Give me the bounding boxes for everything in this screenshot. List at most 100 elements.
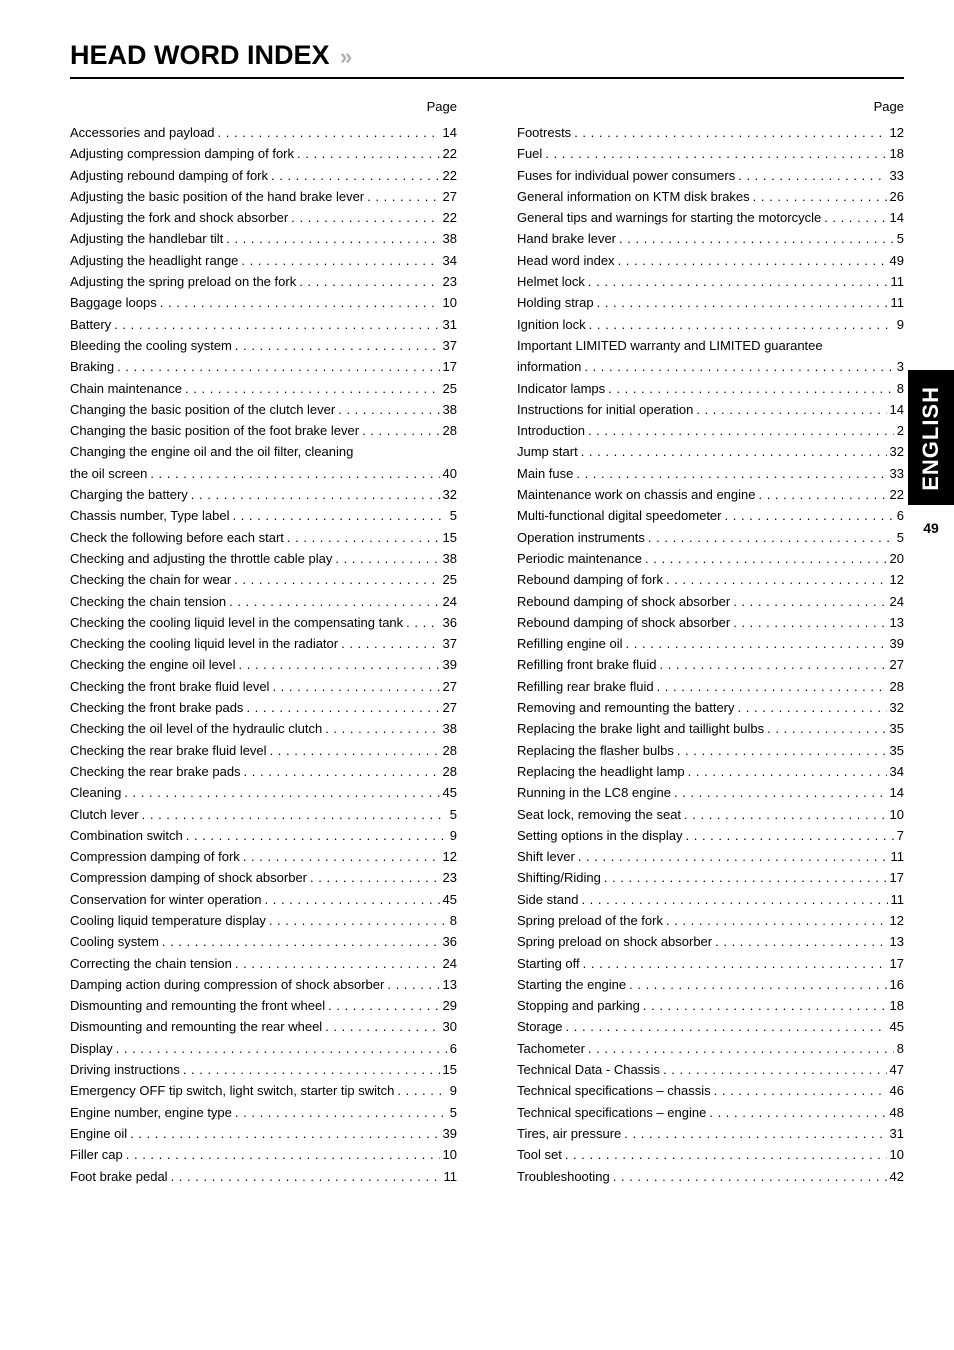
- index-entry-label: Checking the chain tension: [70, 591, 226, 612]
- index-entry-leader: [663, 1059, 886, 1080]
- index-entry-page: 23: [443, 271, 457, 292]
- index-entry: Replacing the brake light and taillight …: [517, 718, 904, 739]
- index-entry-page: 47: [890, 1059, 904, 1080]
- index-entry-leader: [758, 484, 886, 505]
- index-entry-page: 38: [443, 718, 457, 739]
- index-entry-leader: [584, 356, 893, 377]
- index-entry-leader: [397, 1080, 446, 1101]
- index-entry-leader: [239, 654, 440, 675]
- index-entry-label: Adjusting rebound damping of fork: [70, 165, 268, 186]
- index-entry-leader: [709, 1102, 886, 1123]
- index-entry: Tool set10: [517, 1144, 904, 1165]
- index-entry-label: Cooling liquid temperature display: [70, 910, 266, 931]
- index-entry-leader: [733, 612, 886, 633]
- index-entry: Replacing the headlight lamp34: [517, 761, 904, 782]
- index-entry-page: 27: [443, 697, 457, 718]
- index-entry-label: Replacing the brake light and taillight …: [517, 718, 764, 739]
- index-entry: Shifting/Riding17: [517, 867, 904, 888]
- index-entry-label: Operation instruments: [517, 527, 645, 548]
- index-entry-leader: [581, 889, 887, 910]
- index-entry: Checking the engine oil level39: [70, 654, 457, 675]
- index-entry: Adjusting the basic position of the hand…: [70, 186, 457, 207]
- index-entry-leader: [246, 697, 439, 718]
- index-entry-label: Filler cap: [70, 1144, 123, 1165]
- index-entry: Shift lever11: [517, 846, 904, 867]
- index-entry-page: 32: [443, 484, 457, 505]
- index-entry-leader: [666, 569, 887, 590]
- index-entry-label: Important LIMITED warranty and LIMITED g…: [517, 335, 823, 356]
- index-entry-leader: [619, 228, 894, 249]
- index-entry-label: Battery: [70, 314, 111, 335]
- index-entry: Engine number, engine type5: [70, 1102, 457, 1123]
- index-entry-label: Maintenance work on chassis and engine: [517, 484, 755, 505]
- index-entry: Cleaning45: [70, 782, 457, 803]
- index-entry-label: Technical specifications – chassis: [517, 1080, 711, 1101]
- index-entry-leader: [114, 314, 439, 335]
- index-entry-label: Technical Data - Chassis: [517, 1059, 660, 1080]
- index-entry: Foot brake pedal11: [70, 1166, 457, 1187]
- index-entry-leader: [733, 591, 886, 612]
- index-entry-label: Checking the rear brake fluid level: [70, 740, 267, 761]
- index-entry-label: Adjusting the fork and shock absorber: [70, 207, 288, 228]
- index-entry: Baggage loops10: [70, 292, 457, 313]
- index-entry-page: 42: [890, 1166, 904, 1187]
- index-entry: Troubleshooting42: [517, 1166, 904, 1187]
- index-entry: Refilling rear brake fluid28: [517, 676, 904, 697]
- side-page-number: 49: [908, 520, 954, 536]
- index-entry-page: 10: [890, 804, 904, 825]
- index-entry-label: Compression damping of shock absorber: [70, 867, 307, 888]
- index-entry-leader: [162, 931, 440, 952]
- index-entry-leader: [677, 740, 887, 761]
- index-entry: Adjusting rebound damping of fork 22: [70, 165, 457, 186]
- index-entry-page: 46: [890, 1080, 904, 1101]
- index-entry-label: Technical specifications – engine: [517, 1102, 706, 1123]
- index-entry-leader: [576, 463, 886, 484]
- index-entry-leader: [229, 591, 439, 612]
- index-entry-page: 9: [450, 1080, 457, 1101]
- index-entry: Adjusting compression damping of fork22: [70, 143, 457, 164]
- index-entry: Correcting the chain tension 24: [70, 953, 457, 974]
- index-entry-label: Cooling system: [70, 931, 159, 952]
- index-entry-page: 11: [891, 292, 905, 313]
- index-entry-page: 37: [443, 633, 457, 654]
- index-entry-page: 40: [443, 463, 457, 484]
- index-entry: Damping action during compression of sho…: [70, 974, 457, 995]
- index-entry-page: 22: [443, 165, 457, 186]
- index-entry-leader: [686, 825, 894, 846]
- index-entry-label: Charging the battery: [70, 484, 188, 505]
- index-entry-label: Rebound damping of shock absorber: [517, 591, 730, 612]
- index-entry-leader: [597, 292, 888, 313]
- index-entry-page: 29: [443, 995, 457, 1016]
- index-entry-page: 6: [450, 1038, 457, 1059]
- index-entry-label: Instructions for initial operation: [517, 399, 693, 420]
- index-entry-page: 9: [897, 314, 904, 335]
- index-entry: Stopping and parking18: [517, 995, 904, 1016]
- index-entry-page: 39: [443, 1123, 457, 1144]
- index-entry-page: 3: [897, 356, 904, 377]
- index-entry-label: Replacing the flasher bulbs: [517, 740, 674, 761]
- index-entry-page: 24: [443, 953, 457, 974]
- index-entry-label: Chain maintenance: [70, 378, 182, 399]
- index-entry-label: Cleaning: [70, 782, 121, 803]
- index-entry-page: 11: [444, 1166, 458, 1187]
- index-entry-label: Setting options in the display: [517, 825, 683, 846]
- index-entry: Filler cap10: [70, 1144, 457, 1165]
- index-entry-label: Correcting the chain tension: [70, 953, 232, 974]
- index-entry: Battery31: [70, 314, 457, 335]
- index-entry-leader: [674, 782, 887, 803]
- index-entry: Adjusting the headlight range34: [70, 250, 457, 271]
- index-entry-label: Refilling rear brake fluid: [517, 676, 654, 697]
- index-entry-label: Checking the cooling liquid level in the…: [70, 612, 403, 633]
- index-entry: Cooling system36: [70, 931, 457, 952]
- index-entry: Accessories and payload14: [70, 122, 457, 143]
- index-column-right: Page Footrests12Fuel18Fuses for individu…: [517, 99, 904, 1187]
- index-entry-page: 12: [890, 569, 904, 590]
- index-entry: Emergency OFF tip switch, light switch, …: [70, 1080, 457, 1101]
- index-entry-page: 14: [890, 207, 904, 228]
- index-entry-leader: [235, 953, 440, 974]
- index-entry-leader: [338, 399, 439, 420]
- index-entry: Refilling front brake fluid27: [517, 654, 904, 675]
- index-entry-page: 2: [897, 420, 904, 441]
- index-entry-leader: [608, 378, 894, 399]
- index-entry: Fuel18: [517, 143, 904, 164]
